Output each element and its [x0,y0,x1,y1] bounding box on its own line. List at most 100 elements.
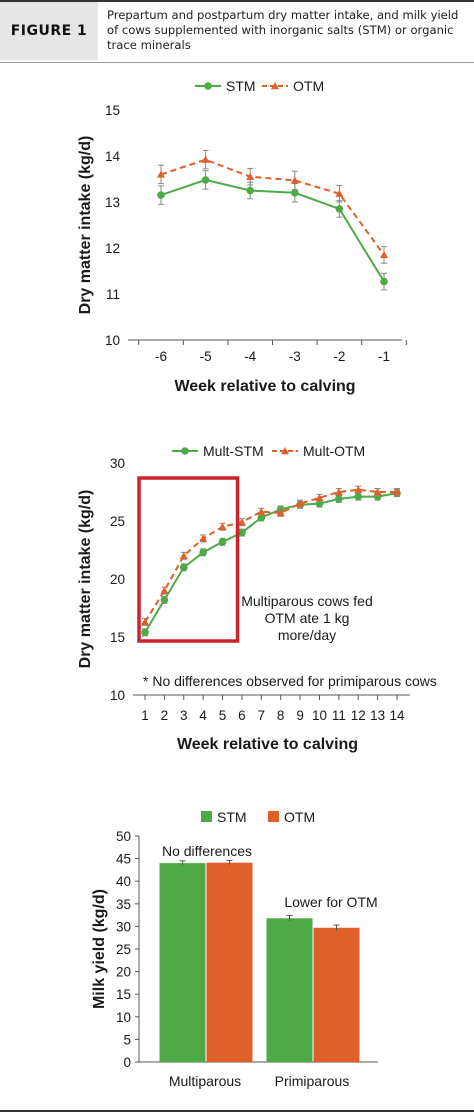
x-tick-label: 1 [141,708,149,723]
x-tick-label: -2 [333,349,345,364]
x-tick-label: 14 [389,708,405,723]
x-tick-label: -4 [244,349,256,364]
y-axis-title: Dry matter intake (kg/d) [77,490,94,669]
y-tick-label: 30 [110,456,125,471]
x-tick-label: -5 [200,349,212,364]
data-point-otm [246,172,255,180]
annotation-lower-otm: Lower for OTM [284,894,377,910]
data-point-mult-stm [179,563,188,572]
y-tick-label: 50 [116,829,131,844]
data-point-mult-otm [373,488,382,496]
data-point-mult-otm [199,534,208,542]
x-tick-label: 2 [161,708,169,723]
y-tick-label: 10 [105,333,120,348]
series-line-stm [160,178,385,283]
data-point-mult-otm [393,488,401,496]
data-point-otm [157,170,165,178]
figure-caption: Prepartum and postpartum dry matter inta… [107,8,459,52]
x-tick-label: 11 [332,708,346,723]
x-tick-label: 8 [277,708,285,723]
x-axis-title: Week relative to calving [174,378,355,395]
y-tick-label: 14 [105,149,121,164]
y-tick-label: 0 [123,1055,131,1070]
data-point-mult-otm [237,518,246,526]
x-axis-title: Week relative to calving [177,736,358,753]
data-point-mult-otm [315,493,324,501]
bar-stm [266,918,313,1062]
annotation-line: more/day [278,627,336,643]
x-tick-label: 5 [219,708,227,723]
data-point-mult-otm [296,499,305,507]
highlight-box [137,476,240,643]
data-point-otm [335,189,344,197]
data-point-mult-stm [218,538,227,546]
figure-label: FIGURE 1 [0,2,98,60]
x-tick-label: -3 [289,349,301,364]
data-point-otm [201,155,210,163]
data-point-mult-stm [160,596,169,604]
x-tick-label: -6 [155,349,167,364]
data-point-mult-otm [276,508,285,517]
y-tick-label: 40 [116,874,131,889]
y-tick-label: 20 [110,572,125,587]
data-point-stm [380,277,388,286]
y-tick-label: 45 [116,852,131,867]
top-rule [0,0,474,2]
footnote: * No differences observed for primiparou… [143,673,437,689]
x-tick-label: 12 [351,708,366,723]
data-point-stm [246,186,254,195]
chart-dmi-prepartum: 10 11 12 13 14 15 -6 -5 -4 -3 -2 -1 Week relative to… [77,78,407,395]
data-point-otm [380,250,388,259]
y-tick-label: 10 [110,688,125,703]
data-point-mult-otm [160,586,169,594]
annotation-no-differences: No differences [162,843,252,859]
x-tick-label: Multiparous [169,1073,241,1089]
figure-header: FIGURE 1 Prepartum and postpartum dry ma… [0,2,474,60]
x-tick-label: 7 [258,708,266,723]
bottom-rule [0,1110,474,1112]
data-point-mult-otm [334,488,343,496]
series-line-mult-otm [144,488,397,623]
y-tick-label: 15 [116,987,131,1002]
y-tick-label: 11 [106,287,120,302]
data-point-mult-otm [218,522,227,530]
legend-label-otm: OTM [293,78,324,94]
annotation-line: OTM ate 1 kg [265,610,350,626]
y-tick-label: 15 [105,103,120,118]
y-axis-title: Dry matter intake (kg/d) [77,136,94,315]
bar-otm [206,862,253,1062]
legend-marker-stm [204,82,212,90]
data-point-mult-stm [238,528,246,537]
data-point-mult-otm [257,507,266,515]
legend-label-otm: OTM [284,809,315,825]
bar-stm [159,863,206,1062]
legend-marker-otm [271,82,279,90]
x-tick-label: 3 [180,708,188,723]
data-point-mult-otm [141,617,149,626]
bar-otm [313,927,360,1062]
legend-label-mult-otm: Mult-OTM [303,443,365,459]
legend-marker-mult-otm [281,447,289,455]
x-tick-label: 4 [199,708,207,723]
x-tick-label: 10 [312,708,327,723]
y-tick-label: 12 [105,241,120,256]
data-point-mult-otm [179,551,188,559]
y-tick-label: 10 [116,1010,131,1025]
legend-label-stm: STM [226,78,256,94]
data-point-otm [290,176,299,184]
y-axis-title: Milk yield (kg/d) [91,889,108,1009]
x-tick-label: 13 [370,708,385,723]
x-tick-label: 6 [238,708,246,723]
y-tick-label: 30 [116,919,131,934]
data-point-stm [291,189,299,197]
data-point-mult-stm [354,492,363,501]
annotation-line: Multiparous cows fed [241,593,373,609]
y-tick-label: 5 [123,1032,131,1047]
y-tick-label: 20 [116,965,131,980]
y-tick-label: 25 [116,942,131,957]
x-tick-label: 9 [296,708,304,723]
x-tick-label: Primiparous [275,1073,350,1089]
legend-label-mult-stm: Mult-STM [203,443,264,459]
